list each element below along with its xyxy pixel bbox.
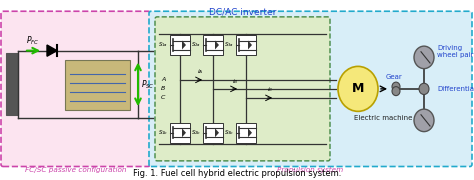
Text: $i_C$: $i_C$ [266,86,273,94]
Bar [170,35,190,55]
FancyBboxPatch shape [1,11,150,166]
Circle shape [414,46,434,69]
Text: Differential: Differential [437,86,474,92]
Text: Propulsion system: Propulsion system [277,166,344,173]
Text: A: A [161,77,165,82]
Polygon shape [182,40,186,50]
Text: C: C [161,95,165,100]
Text: Gear: Gear [386,74,402,80]
Text: Driving
wheel pair: Driving wheel pair [437,45,474,58]
Bar [203,35,223,55]
Text: $S_{1b}$: $S_{1b}$ [158,128,168,137]
Text: Electric machine: Electric machine [354,115,412,121]
Circle shape [419,83,429,95]
Text: $P_{SC}$: $P_{SC}$ [141,78,155,91]
Text: M: M [352,82,364,95]
Bar [170,123,190,143]
Polygon shape [182,128,186,137]
Text: DC/AC inverter: DC/AC inverter [209,8,276,17]
Circle shape [338,66,378,111]
Polygon shape [248,40,252,50]
Text: B: B [161,86,165,91]
Text: FC/SC passive configuration: FC/SC passive configuration [25,166,126,173]
Polygon shape [47,45,57,56]
FancyBboxPatch shape [149,11,472,166]
Bar [6,53,18,115]
Circle shape [414,109,434,132]
FancyBboxPatch shape [155,17,330,161]
Text: $P_{FC}$: $P_{FC}$ [26,35,40,47]
Text: $S_{3a}$: $S_{3a}$ [224,40,234,50]
Text: Fig. 1. Fuel cell hybrid electric propulsion system.: Fig. 1. Fuel cell hybrid electric propul… [133,169,341,178]
Text: $S_{2b}$: $S_{2b}$ [191,128,201,137]
Circle shape [392,87,400,96]
Polygon shape [248,128,252,137]
Text: $S_{3b}$: $S_{3b}$ [224,128,234,137]
Text: $i_B$: $i_B$ [232,77,238,85]
Polygon shape [215,40,219,50]
Bar [236,35,256,55]
Polygon shape [215,128,219,137]
Bar [236,123,256,143]
Bar [203,123,223,143]
Text: $S_{1a}$: $S_{1a}$ [158,40,168,50]
Bar [65,60,130,110]
Text: $i_A$: $i_A$ [197,68,203,76]
Circle shape [392,82,400,91]
Text: $S_{2a}$: $S_{2a}$ [191,40,201,50]
